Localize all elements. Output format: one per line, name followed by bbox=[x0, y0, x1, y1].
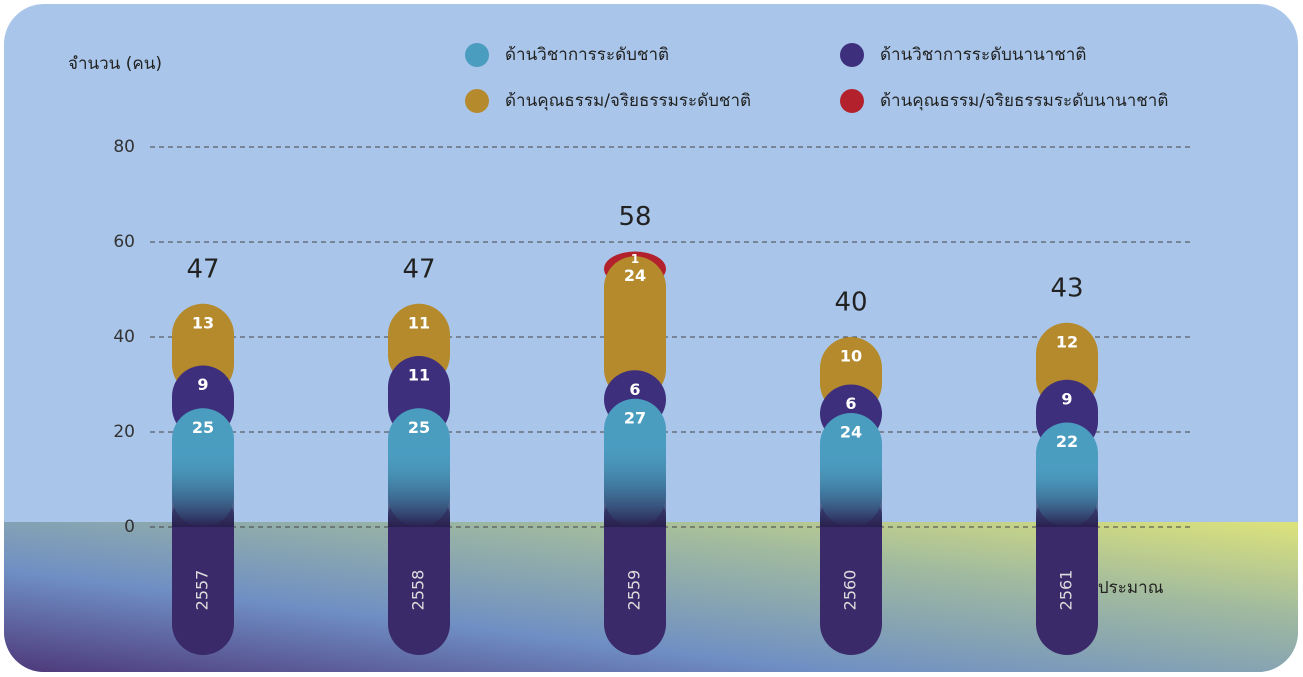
x-tick-label: 2557 bbox=[193, 570, 212, 611]
value-label: 1 bbox=[631, 252, 639, 266]
value-label: 9 bbox=[1061, 389, 1072, 408]
x-tick-label: 2560 bbox=[841, 570, 860, 611]
value-label: 6 bbox=[629, 380, 640, 399]
value-label: 12 bbox=[1056, 332, 1078, 351]
value-label: 11 bbox=[408, 313, 430, 332]
bar-fade bbox=[604, 438, 666, 527]
value-label: 11 bbox=[408, 366, 430, 385]
x-tick-label: 2559 bbox=[625, 570, 644, 611]
total-label: 58 bbox=[618, 202, 651, 232]
legend-swatch bbox=[465, 89, 489, 113]
bar-fade bbox=[172, 448, 234, 527]
bar-segment bbox=[604, 256, 666, 401]
total-label: 40 bbox=[834, 288, 867, 318]
y-tick-label: 40 bbox=[113, 327, 135, 347]
x-tick-label: 2561 bbox=[1057, 570, 1076, 611]
y-tick-label: 0 bbox=[124, 517, 135, 537]
total-label: 43 bbox=[1050, 273, 1083, 303]
legend-swatch bbox=[840, 89, 864, 113]
value-label: 22 bbox=[1056, 432, 1078, 451]
legend-swatch bbox=[465, 43, 489, 67]
bar-stem bbox=[1036, 487, 1098, 655]
value-label: 27 bbox=[624, 408, 646, 427]
value-label: 25 bbox=[192, 418, 214, 437]
value-label: 9 bbox=[197, 375, 208, 394]
bar-fade bbox=[388, 448, 450, 527]
bar-fade bbox=[820, 453, 882, 527]
total-label: 47 bbox=[186, 254, 219, 284]
y-tick-label: 20 bbox=[113, 422, 135, 442]
legend-label: ด้านวิชาการระดับชาติ bbox=[505, 45, 669, 65]
value-label: 25 bbox=[408, 418, 430, 437]
legend-swatch bbox=[840, 43, 864, 67]
value-label: 6 bbox=[845, 394, 856, 413]
legend-label: ด้านคุณธรรม/จริยธรรมระดับนานาชาติ bbox=[880, 91, 1168, 111]
legend-label: ด้านวิชาการระดับนานาชาติ bbox=[880, 45, 1086, 65]
bar-stem bbox=[820, 487, 882, 655]
y-tick-label: 60 bbox=[113, 232, 135, 252]
bar-stem bbox=[604, 487, 666, 655]
total-label: 47 bbox=[402, 254, 435, 284]
value-label: 24 bbox=[840, 423, 862, 442]
bar-fade bbox=[1036, 462, 1098, 527]
x-tick-label: 2558 bbox=[409, 570, 428, 611]
bar-stem bbox=[172, 487, 234, 655]
y-axis-label: จำนวน (คน) bbox=[68, 54, 162, 74]
value-label: 10 bbox=[840, 347, 862, 366]
value-label: 24 bbox=[624, 266, 646, 285]
y-tick-label: 80 bbox=[113, 137, 135, 157]
bar-stem bbox=[388, 487, 450, 655]
value-label: 13 bbox=[192, 313, 214, 332]
legend-label: ด้านคุณธรรม/จริยธรรมระดับชาติ bbox=[505, 91, 751, 111]
